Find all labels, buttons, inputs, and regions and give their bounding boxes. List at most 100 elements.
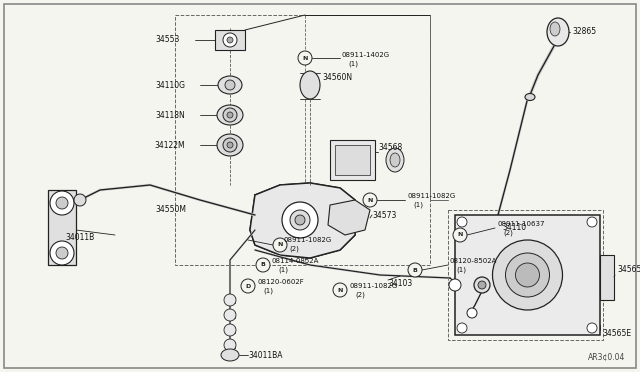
- Text: 08911-1402G: 08911-1402G: [342, 52, 390, 58]
- Circle shape: [515, 263, 540, 287]
- Text: 08120-0602F: 08120-0602F: [257, 279, 304, 285]
- Circle shape: [50, 191, 74, 215]
- Circle shape: [224, 294, 236, 306]
- Text: AR3¢0.04: AR3¢0.04: [588, 353, 625, 362]
- Circle shape: [273, 238, 287, 252]
- Circle shape: [457, 217, 467, 227]
- Circle shape: [227, 37, 233, 43]
- Text: D: D: [245, 283, 251, 289]
- Text: 34565M: 34565M: [617, 266, 640, 275]
- Text: 08911-1082G: 08911-1082G: [407, 193, 455, 199]
- Circle shape: [408, 263, 422, 277]
- Circle shape: [74, 194, 86, 206]
- Circle shape: [241, 279, 255, 293]
- Text: N: N: [277, 243, 283, 247]
- Circle shape: [333, 283, 347, 297]
- Circle shape: [290, 210, 310, 230]
- Text: 34565E: 34565E: [602, 328, 631, 337]
- Text: 34568: 34568: [378, 144, 403, 153]
- Text: 34103: 34103: [388, 279, 412, 288]
- Circle shape: [295, 215, 305, 225]
- Circle shape: [56, 197, 68, 209]
- Bar: [215, 30, 245, 50]
- Circle shape: [227, 142, 233, 148]
- Bar: [225, 297, 235, 303]
- Text: 08911-10637: 08911-10637: [497, 221, 545, 227]
- Text: 32865: 32865: [572, 28, 596, 36]
- Text: (1): (1): [413, 202, 423, 208]
- Ellipse shape: [221, 349, 239, 361]
- Bar: [225, 327, 235, 333]
- Text: B: B: [260, 263, 266, 267]
- Bar: [335, 145, 370, 175]
- Ellipse shape: [525, 93, 535, 100]
- Circle shape: [224, 324, 236, 336]
- Text: (1): (1): [278, 267, 288, 273]
- Circle shape: [453, 228, 467, 242]
- Text: N: N: [302, 55, 308, 61]
- Text: (2): (2): [289, 246, 299, 252]
- Polygon shape: [48, 190, 76, 265]
- Text: (2): (2): [355, 292, 365, 298]
- Circle shape: [493, 240, 563, 310]
- Circle shape: [282, 202, 318, 238]
- Circle shape: [298, 51, 312, 65]
- Bar: [225, 312, 235, 318]
- Text: B: B: [413, 267, 417, 273]
- Text: 08114-0852A: 08114-0852A: [272, 258, 319, 264]
- Text: 08120-8502A: 08120-8502A: [450, 258, 497, 264]
- Bar: [600, 255, 614, 300]
- Text: (1): (1): [456, 267, 466, 273]
- Circle shape: [457, 323, 467, 333]
- Circle shape: [506, 253, 550, 297]
- Text: (1): (1): [348, 61, 358, 67]
- Circle shape: [467, 308, 477, 318]
- Ellipse shape: [386, 148, 404, 172]
- Ellipse shape: [217, 105, 243, 125]
- Polygon shape: [328, 200, 370, 235]
- Circle shape: [474, 277, 490, 293]
- Ellipse shape: [547, 18, 569, 46]
- Bar: [448, 210, 603, 340]
- Circle shape: [56, 247, 68, 259]
- Circle shape: [224, 309, 236, 321]
- Circle shape: [256, 258, 270, 272]
- Text: (1): (1): [263, 288, 273, 294]
- Text: 34118N: 34118N: [156, 110, 185, 119]
- Text: 34122M: 34122M: [154, 141, 185, 150]
- Text: 34110: 34110: [502, 224, 526, 232]
- Text: 08911-1082G: 08911-1082G: [349, 283, 397, 289]
- Circle shape: [363, 193, 377, 207]
- Polygon shape: [250, 183, 355, 258]
- Text: N: N: [337, 288, 342, 292]
- Circle shape: [223, 138, 237, 152]
- Bar: [175, 15, 430, 265]
- Circle shape: [223, 108, 237, 122]
- Text: N: N: [367, 198, 372, 202]
- Circle shape: [227, 112, 233, 118]
- Bar: [455, 215, 600, 335]
- Ellipse shape: [300, 71, 320, 99]
- Text: (2): (2): [503, 230, 513, 236]
- Text: 08911-1082G: 08911-1082G: [283, 237, 332, 243]
- Circle shape: [223, 33, 237, 47]
- Circle shape: [449, 279, 461, 291]
- Bar: [330, 140, 375, 180]
- Text: 34553: 34553: [156, 35, 180, 45]
- Text: 34550M: 34550M: [155, 205, 186, 215]
- Ellipse shape: [550, 22, 560, 36]
- Text: 34573: 34573: [372, 211, 396, 219]
- Circle shape: [225, 80, 235, 90]
- Bar: [225, 342, 235, 348]
- Circle shape: [478, 281, 486, 289]
- Circle shape: [224, 339, 236, 351]
- Text: 34011BA: 34011BA: [248, 350, 282, 359]
- Text: N: N: [458, 232, 463, 237]
- Text: 34560N: 34560N: [322, 74, 352, 83]
- Text: 34011B: 34011B: [65, 234, 94, 243]
- Ellipse shape: [218, 76, 242, 94]
- Text: 34110G: 34110G: [155, 80, 185, 90]
- Ellipse shape: [390, 153, 400, 167]
- Circle shape: [587, 217, 597, 227]
- Ellipse shape: [217, 134, 243, 156]
